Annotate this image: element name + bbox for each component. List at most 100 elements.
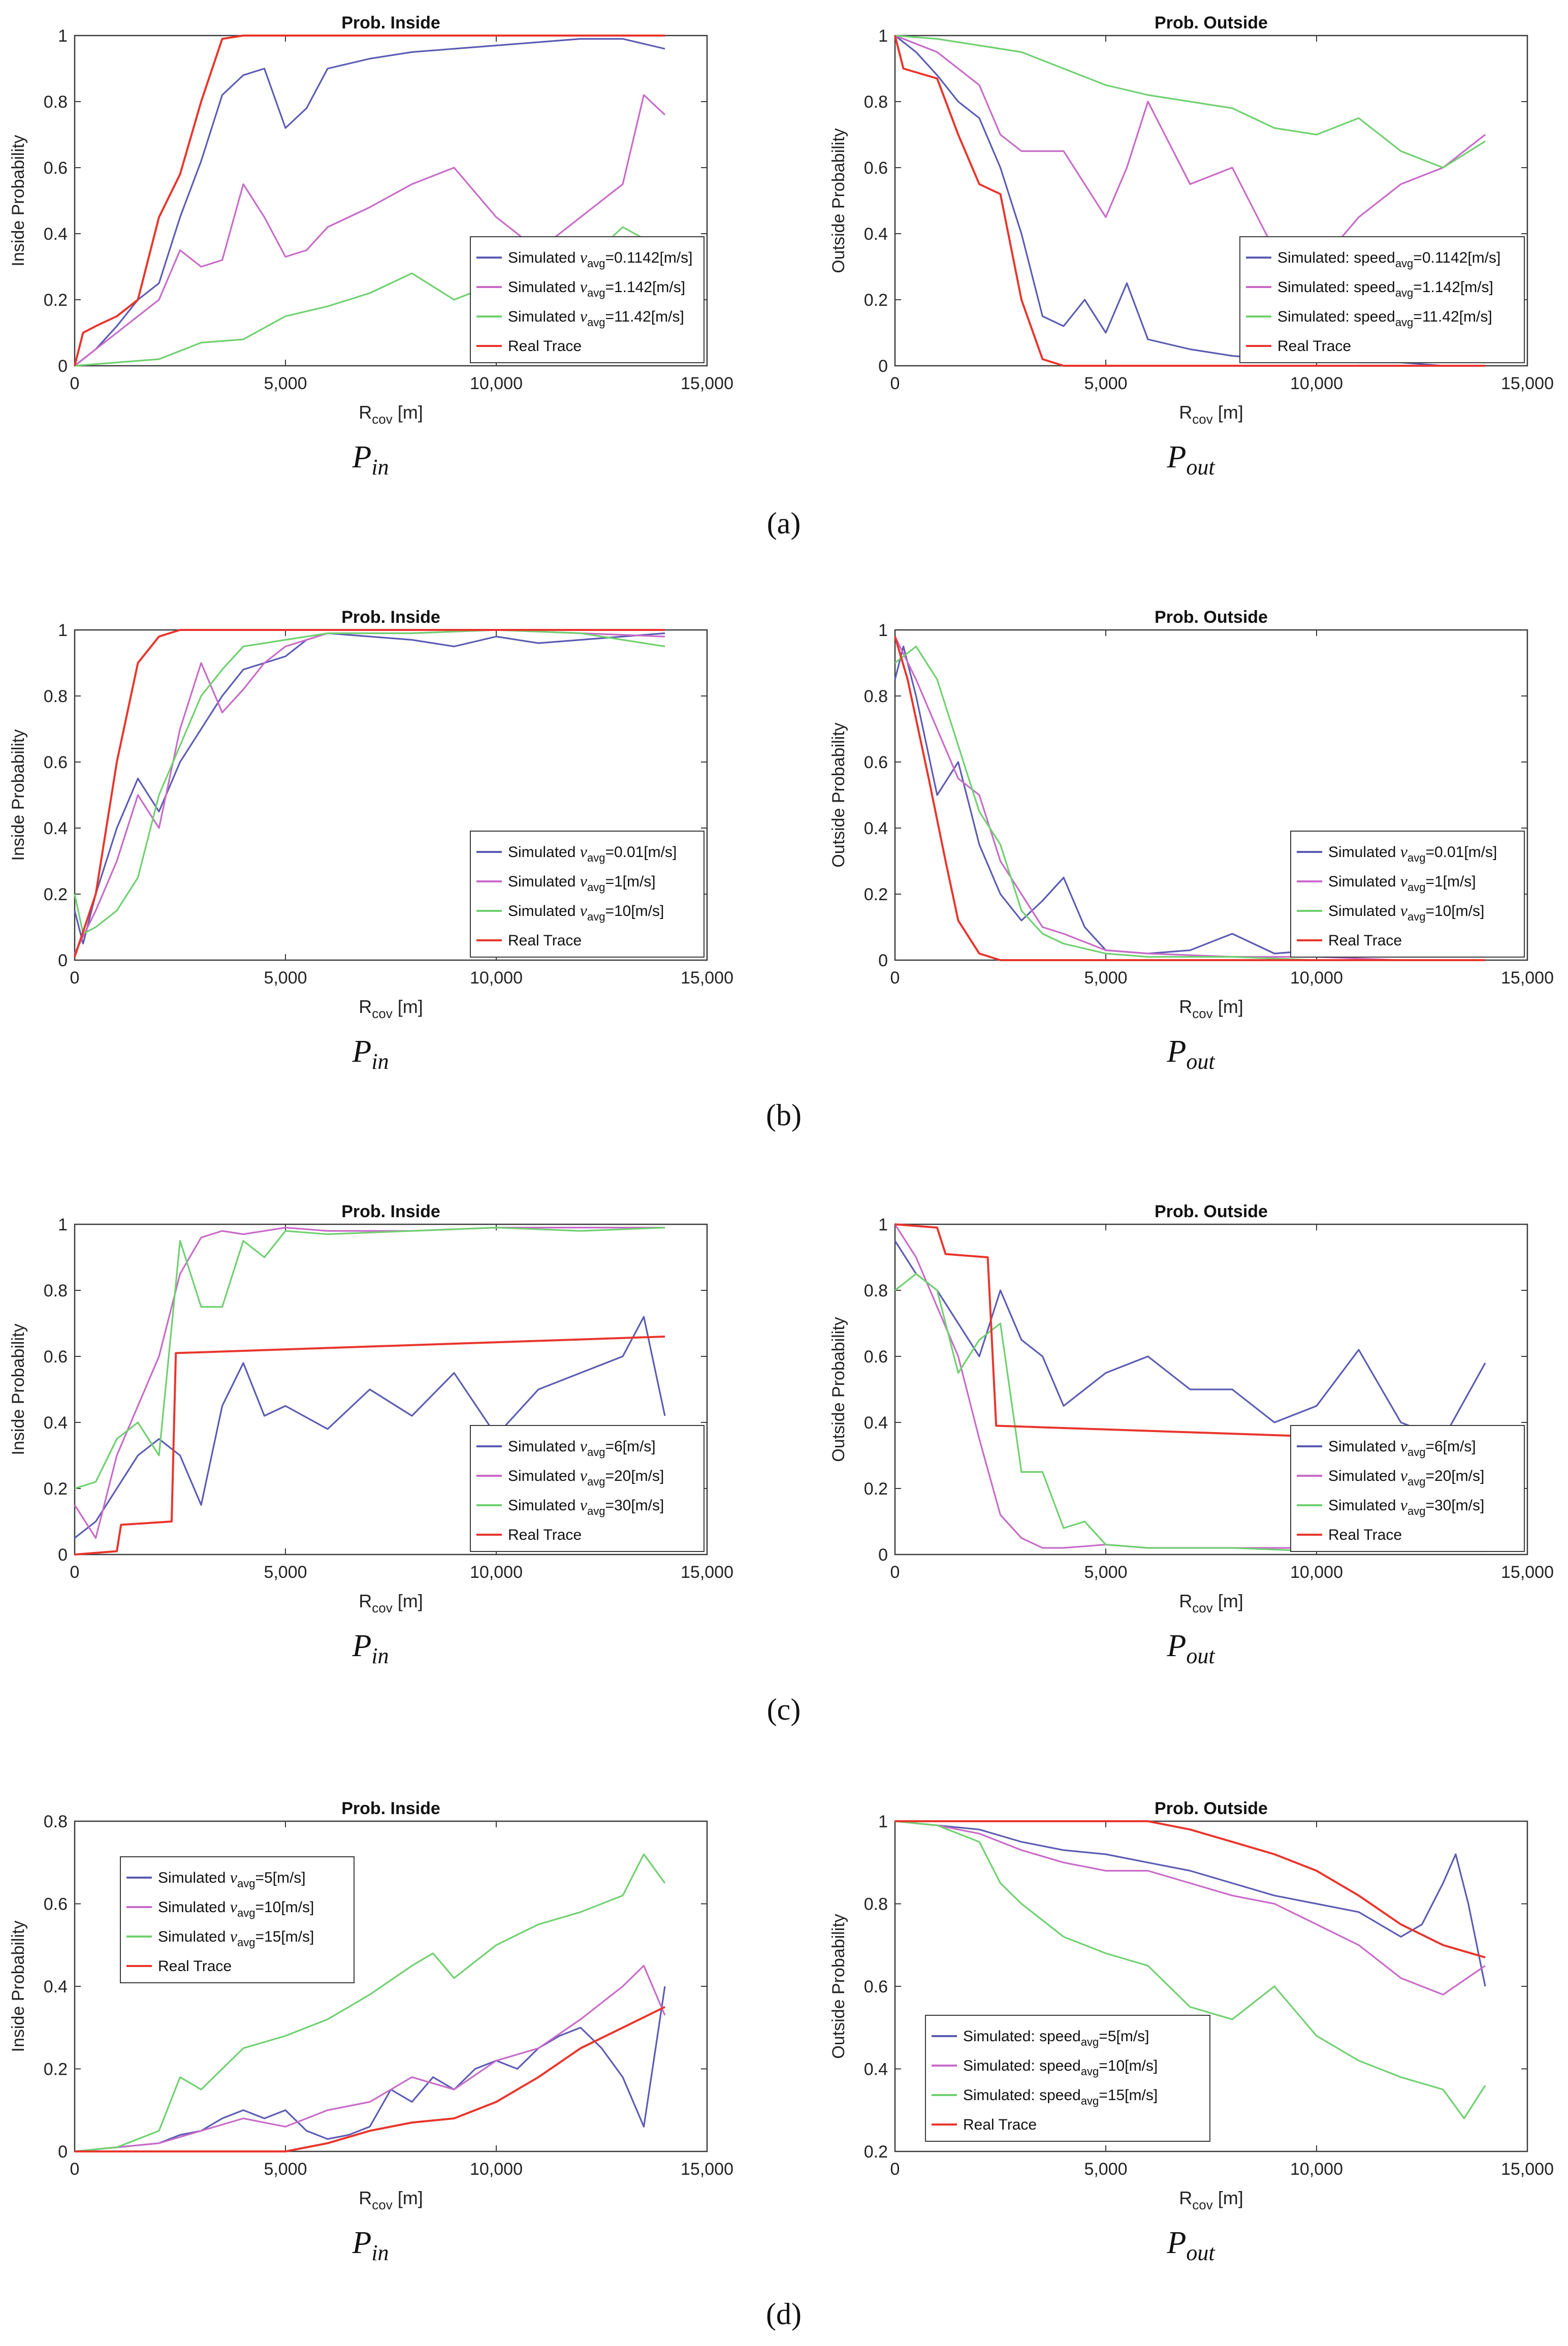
legend-entry: Simulated νavg=20[m/s] xyxy=(1328,1466,1484,1488)
y-axis-label: Inside Probability xyxy=(9,135,28,267)
x-tick-label: 5,000 xyxy=(1084,374,1127,393)
legend-entry: Simulated νavg=10[m/s] xyxy=(1328,901,1484,923)
legend-entry-symbol: ν xyxy=(230,1868,238,1886)
legend-entry-prefix: Simulated xyxy=(158,1899,230,1916)
legend-entry: Simulated νavg=1.142[m/s] xyxy=(508,277,685,299)
legend-entry-suffix: =0.1142[m/s] xyxy=(605,249,692,266)
legend-entry-prefix: Simulated xyxy=(158,1869,230,1886)
caption-subscript: in xyxy=(371,1643,389,1668)
y-tick-label: 0.6 xyxy=(864,1347,888,1367)
legend-entry-suffix: =1[m/s] xyxy=(1425,873,1476,890)
y-tick-label: 0.8 xyxy=(864,1895,888,1914)
y-tick-label: 0 xyxy=(58,357,68,376)
x-axis-label-main: R xyxy=(359,2188,372,2208)
legend-entry-subscript: avg xyxy=(587,881,605,894)
y-tick-label: 1 xyxy=(878,26,888,46)
y-tick-label: 0.2 xyxy=(864,291,888,310)
legend-entry-suffix: =1[m/s] xyxy=(605,873,655,890)
legend-entry: Simulated νavg=0.01[m/s] xyxy=(1328,842,1497,864)
legend-entry-subscript: avg xyxy=(587,287,605,299)
chart-title: Prob. Inside xyxy=(341,1799,440,1818)
legend: Simulated νavg=0.01[m/s]Simulated νavg=1… xyxy=(470,831,705,958)
y-tick-label: 1 xyxy=(58,1215,68,1234)
series-line-red xyxy=(895,1820,1486,1959)
legend-entry-symbol: ν xyxy=(580,1466,588,1484)
x-tick-label: 15,000 xyxy=(1501,374,1554,393)
legend-entry-prefix: Simulated: speed xyxy=(963,2028,1081,2045)
y-axis-label: Inside Probability xyxy=(9,1921,28,2052)
series-line-magenta xyxy=(894,1820,1486,1995)
series-line-magenta xyxy=(894,1224,1486,1552)
caption-p-out: Pout xyxy=(1166,2226,1215,2265)
chart-a-in: Prob. Inside 0 5,000 10,000 15,000 0 0.2 0.4 0.6… xyxy=(9,13,733,480)
panel-label-d: (d) xyxy=(766,2297,802,2331)
legend-entry-suffix: =10[m/s] xyxy=(605,903,664,920)
series-line-red xyxy=(74,629,665,958)
x-tick-label: 0 xyxy=(890,2160,900,2179)
legend-entry: Simulated νavg=6[m/s] xyxy=(1328,1437,1476,1459)
x-axis-label: Rcov [m] xyxy=(1179,2188,1243,2212)
caption-base: P xyxy=(351,1629,371,1663)
series-line-green xyxy=(74,1226,665,1489)
x-tick-label: 15,000 xyxy=(1501,1563,1554,1582)
legend-entry: Simulated: speedavg=10[m/s] xyxy=(963,2057,1158,2078)
x-tick-label: 5,000 xyxy=(264,968,307,988)
legend-entry-subscript: avg xyxy=(1081,2036,1099,2048)
caption-subscript: in xyxy=(371,455,389,480)
series-line-green xyxy=(894,645,1485,961)
legend-entry: Real Trace xyxy=(508,338,582,355)
legend: Simulated νavg=6[m/s]Simulated νavg=20[m… xyxy=(470,1425,705,1552)
series-line-red xyxy=(74,35,665,366)
y-tick-label: 0.4 xyxy=(44,819,68,838)
legend-entry-suffix: =10[m/s] xyxy=(255,1899,314,1916)
legend-entry-prefix: Simulated xyxy=(1328,844,1400,861)
legend-entry-prefix: Simulated xyxy=(158,1928,230,1945)
legend-entry-symbol: ν xyxy=(1400,1466,1408,1484)
x-axis-label-main: R xyxy=(1179,402,1192,423)
legend-entry: Simulated νavg=1[m/s] xyxy=(508,872,656,894)
series-line-magenta xyxy=(894,35,1486,268)
chart-title: Prob. Inside xyxy=(341,608,440,627)
chart-b-in: Prob. Inside 0 5,000 10,000 15,000 0 0.2 0.4 0.6… xyxy=(9,608,733,1074)
legend-entry-suffix: =0.01[m/s] xyxy=(1425,844,1497,861)
series-line-magenta xyxy=(74,94,666,367)
chart-d-in: Prob. Inside 0 5,000 10,000 15,000 0 0.2 0.4 0.6… xyxy=(9,1799,733,2265)
legend-entry: Simulated νavg=15[m/s] xyxy=(158,1927,314,1949)
legend-entry-symbol: ν xyxy=(1400,901,1408,920)
x-axis-label-unit: [m] xyxy=(1213,996,1243,1017)
caption-base: P xyxy=(351,2226,371,2260)
legend-entry-suffix: =15[m/s] xyxy=(1099,2087,1158,2104)
legend-entry-subscript: avg xyxy=(1081,2065,1099,2078)
x-axis-label: Rcov [m] xyxy=(359,996,423,1021)
series-line-blue xyxy=(894,1820,1486,1987)
y-tick-label: 1 xyxy=(58,621,68,640)
x-axis-label-sub: cov xyxy=(372,1600,392,1615)
x-axis-label-main: R xyxy=(359,996,372,1017)
x-axis-label-sub: cov xyxy=(372,1006,392,1021)
x-axis-label-unit: [m] xyxy=(393,2188,423,2208)
legend-entry-symbol: ν xyxy=(1400,1437,1408,1455)
legend-entry-prefix: Real Trace xyxy=(1328,932,1402,949)
legend-entry: Simulated νavg=30[m/s] xyxy=(508,1496,664,1517)
legend-entry-symbol: ν xyxy=(580,1437,588,1455)
y-tick-label: 0.4 xyxy=(864,1413,888,1433)
series-line-magenta xyxy=(74,1964,666,2152)
caption-p-in: Pin xyxy=(351,2226,389,2265)
x-axis-label-sub: cov xyxy=(1192,1006,1212,1021)
legend-entry: Simulated νavg=10[m/s] xyxy=(508,901,664,923)
legend-entry-subscript: avg xyxy=(1081,2095,1099,2107)
legend-entry-suffix: =20[m/s] xyxy=(605,1468,664,1484)
legend-entry: Simulated νavg=5[m/s] xyxy=(158,1868,306,1890)
legend-entry-prefix: Simulated: speed xyxy=(963,2087,1081,2104)
y-tick-label: 0.4 xyxy=(864,2060,888,2079)
legend-entry-prefix: Simulated: speed xyxy=(1277,249,1395,266)
x-axis-label-unit: [m] xyxy=(1213,2188,1243,2208)
series-line-red xyxy=(894,1223,1486,1443)
x-tick-label: 5,000 xyxy=(264,374,307,393)
legend-entry-prefix: Real Trace xyxy=(158,1958,232,1975)
legend-entry-symbol: ν xyxy=(580,872,588,890)
caption-p-in: Pin xyxy=(351,1034,389,1074)
legend-entry-prefix: Simulated: speed xyxy=(963,2057,1081,2074)
x-axis-label: Rcov [m] xyxy=(359,2188,423,2212)
legend-box xyxy=(470,1425,705,1552)
